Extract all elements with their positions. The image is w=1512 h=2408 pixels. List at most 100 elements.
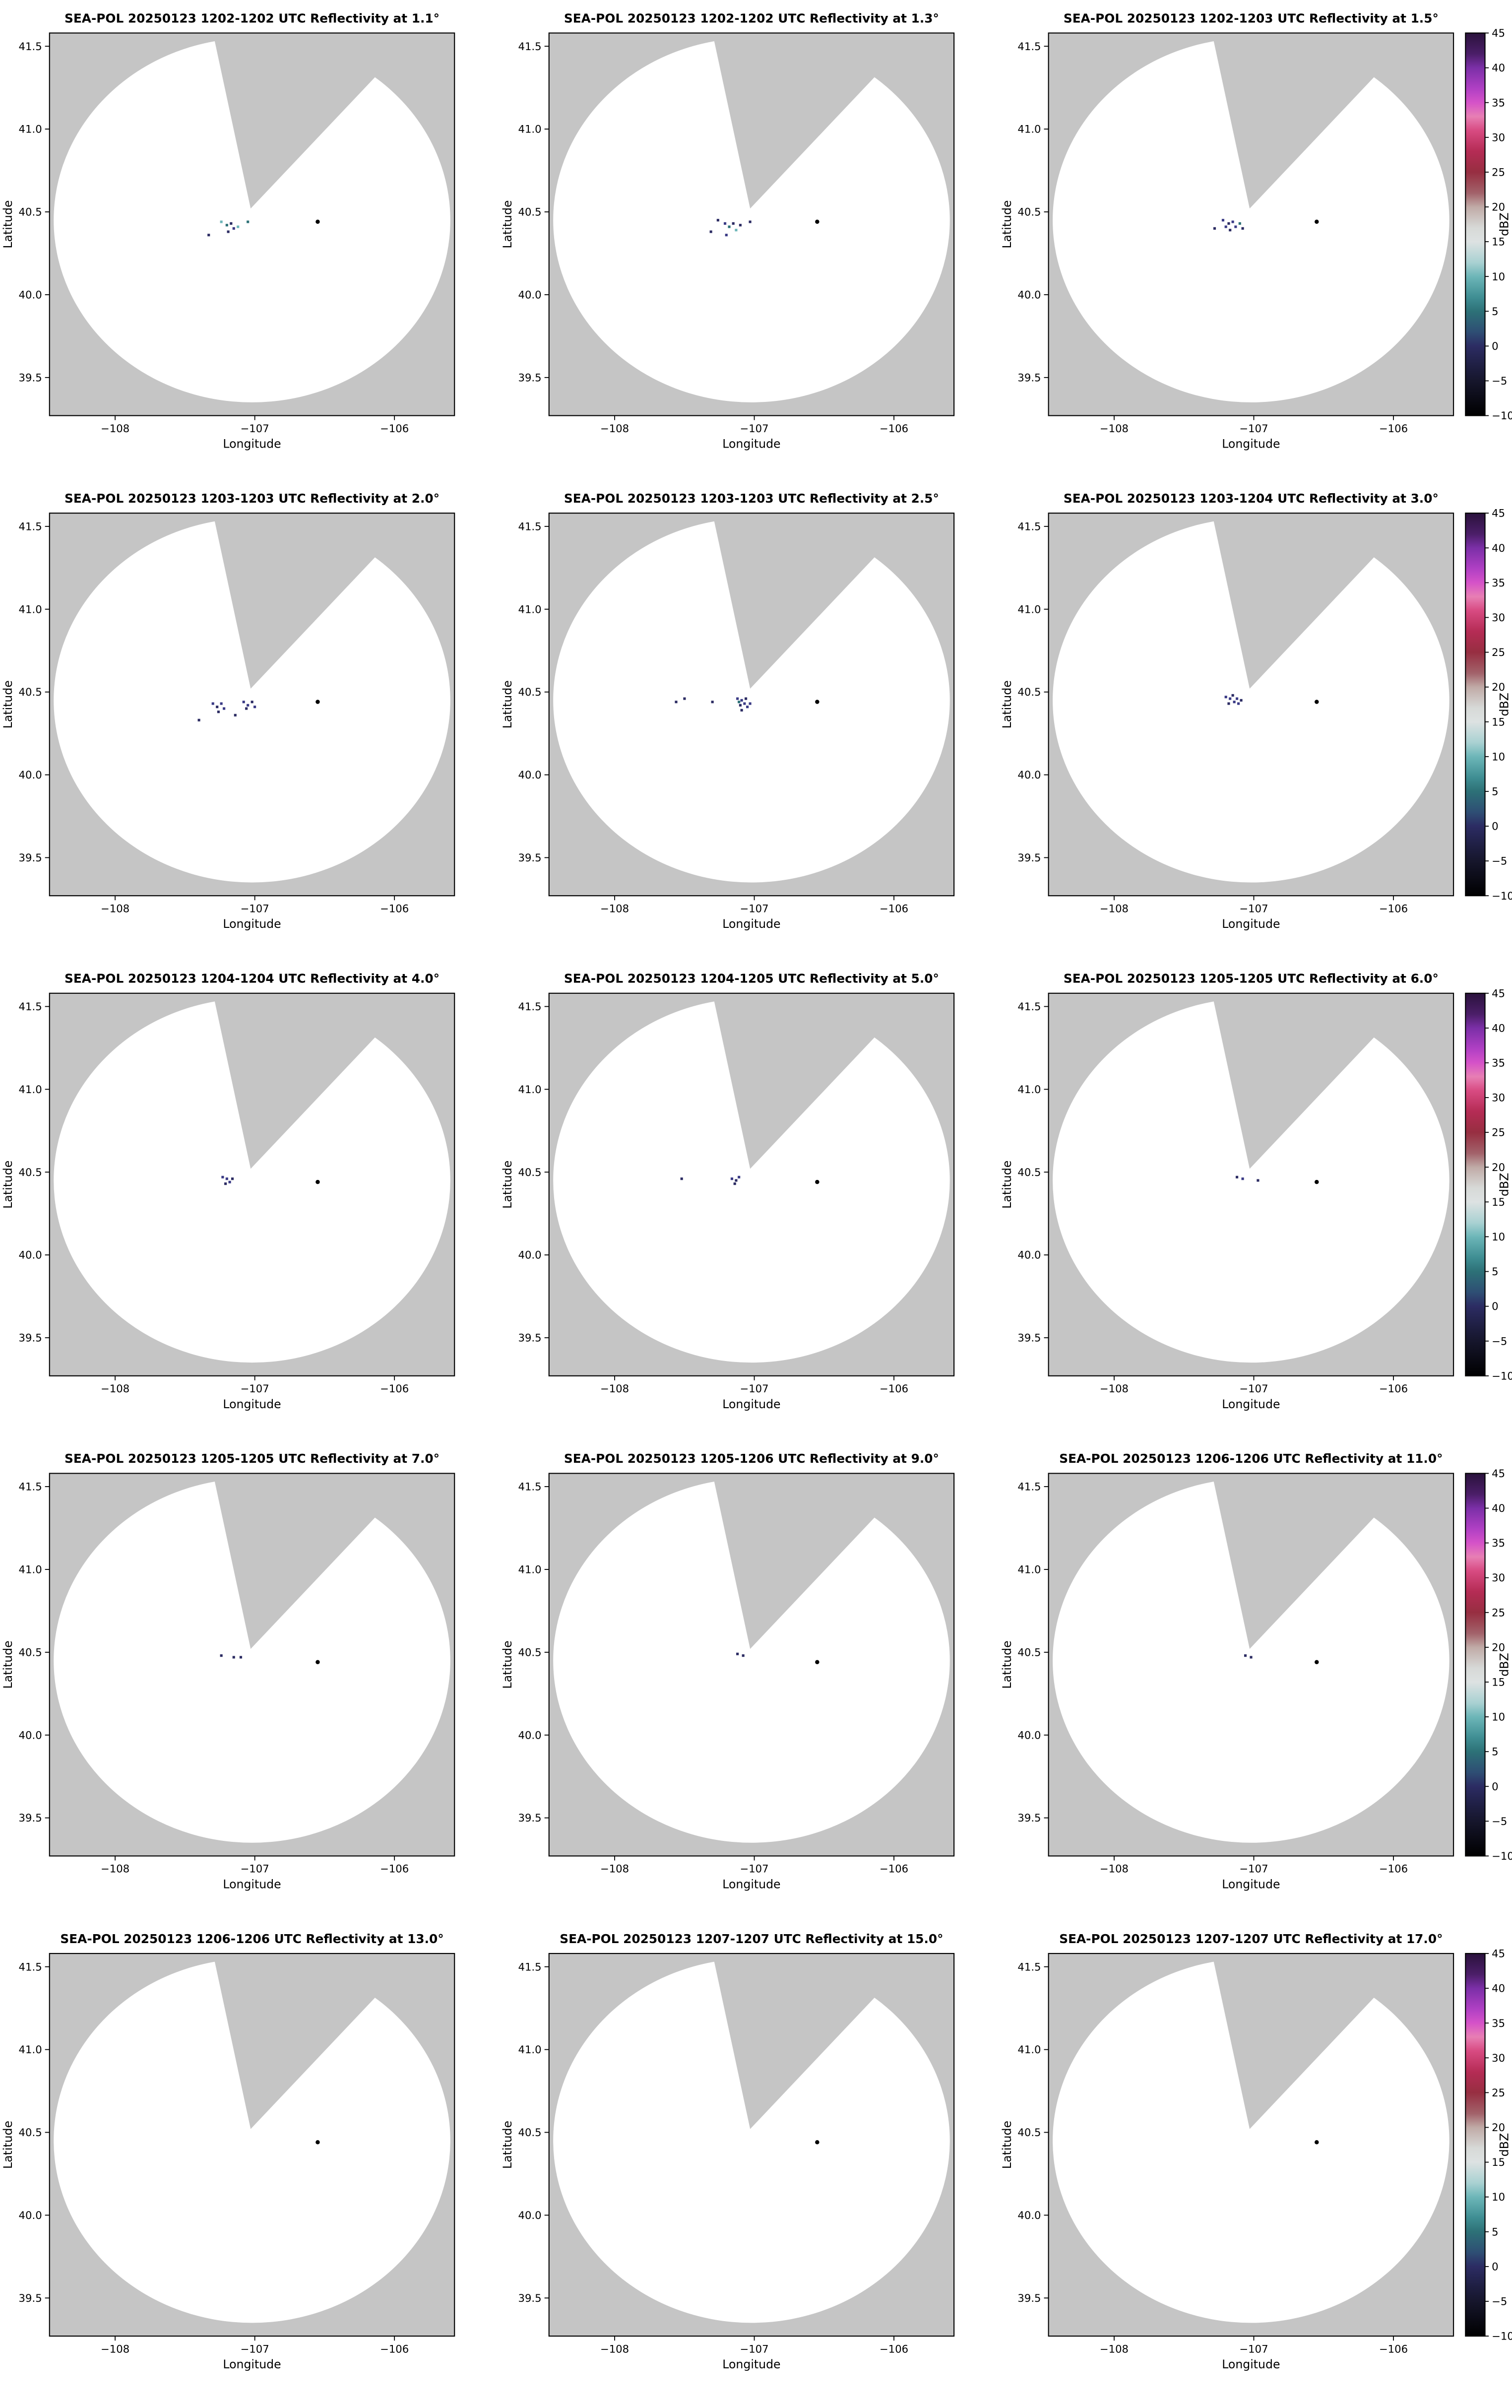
y-tick-label: 40.0 bbox=[518, 769, 541, 781]
x-tick-label: −108 bbox=[1100, 2343, 1129, 2355]
y-tick-label: 40.5 bbox=[518, 1646, 541, 1658]
y-tick-label: 41.0 bbox=[1017, 1083, 1041, 1096]
plot-area bbox=[1048, 1473, 1454, 1856]
plot-border bbox=[49, 32, 455, 416]
x-tick-label: −106 bbox=[880, 1863, 908, 1875]
colorbar-tick-label: 25 bbox=[1492, 1126, 1505, 1139]
radar-panel: SEA-POL 20250123 1205-1206 UTC Reflectiv… bbox=[501, 1451, 955, 1891]
radar-site-marker bbox=[315, 219, 320, 224]
plot-border bbox=[548, 992, 955, 1376]
radar-coverage-circle bbox=[54, 1478, 450, 1843]
colorbar-tick-label: 40 bbox=[1492, 1502, 1505, 1514]
radar-panel: SEA-POL 20250123 1205-1205 UTC Reflectiv… bbox=[1000, 972, 1454, 1411]
y-tick-label: 40.0 bbox=[518, 1729, 541, 1741]
x-tick-label: −106 bbox=[1379, 1863, 1408, 1875]
radar-coverage-circle bbox=[553, 38, 950, 402]
echo-pixel bbox=[733, 1182, 736, 1185]
echo-pixel bbox=[1238, 222, 1241, 225]
x-axis-label: Longitude bbox=[223, 917, 281, 931]
radar-site-marker bbox=[815, 1660, 819, 1665]
x-tick-label: −108 bbox=[600, 1863, 629, 1875]
plot-area bbox=[49, 993, 455, 1376]
y-tick-label: 41.5 bbox=[1017, 1000, 1041, 1013]
echo-pixel bbox=[234, 714, 237, 716]
y-tick-label: 40.0 bbox=[19, 2209, 42, 2221]
y-tick-label: 39.5 bbox=[518, 371, 541, 384]
blocked-sector-wedge bbox=[1212, 993, 1416, 1169]
echo-pixel bbox=[739, 224, 742, 227]
echo-pixel bbox=[740, 709, 743, 712]
colorbar-tick-label: 5 bbox=[1492, 1746, 1498, 1758]
echo-pixel bbox=[232, 1656, 235, 1659]
echo-pixel bbox=[725, 234, 728, 237]
echo-pixel bbox=[1233, 701, 1236, 704]
y-tick-label: 41.0 bbox=[1017, 2043, 1041, 2056]
y-tick-label: 41.5 bbox=[518, 520, 541, 532]
radar-site-marker bbox=[815, 1179, 819, 1184]
x-tick-label: −106 bbox=[880, 2343, 908, 2355]
colorbar-tick-label: −5 bbox=[1492, 1815, 1507, 1827]
colorbar-tick-label: 5 bbox=[1492, 785, 1498, 797]
echo-pixel bbox=[1237, 702, 1240, 705]
y-tick-label: 40.0 bbox=[1017, 769, 1041, 781]
plot-area bbox=[1048, 33, 1454, 416]
y-axis-label: Latitude bbox=[1000, 2121, 1014, 2169]
panel-title: SEA-POL 20250123 1205-1206 UTC Reflectiv… bbox=[564, 1451, 939, 1466]
x-tick-label: −108 bbox=[1100, 1863, 1129, 1875]
colorbar-tick-label: 5 bbox=[1492, 1265, 1498, 1278]
plot-area bbox=[49, 513, 455, 896]
echo-pixel bbox=[675, 701, 678, 704]
y-tick-label: 40.0 bbox=[1017, 2209, 1041, 2221]
blocked-sector-wedge bbox=[1212, 513, 1416, 689]
colorbar-tick-label: 10 bbox=[1492, 270, 1505, 283]
plot-area bbox=[549, 33, 954, 416]
plot-area bbox=[1048, 993, 1454, 1376]
plot-border bbox=[548, 1952, 955, 2337]
echo-pixel bbox=[1231, 220, 1234, 223]
echo-pixel bbox=[1227, 702, 1230, 705]
y-tick-label: 39.5 bbox=[518, 851, 541, 864]
echo-pixel bbox=[1227, 222, 1230, 225]
radar-coverage-circle bbox=[1053, 1478, 1449, 1843]
echo-pixel bbox=[207, 234, 210, 237]
plot-border bbox=[49, 513, 455, 897]
radar-coverage-circle bbox=[1053, 518, 1449, 883]
radar-coverage-circle bbox=[54, 998, 450, 1363]
y-tick-label: 40.0 bbox=[19, 1729, 42, 1741]
x-tick-label: −107 bbox=[1239, 1382, 1268, 1395]
colorbar-tick-label: −10 bbox=[1492, 890, 1512, 902]
panel-title: SEA-POL 20250123 1207-1207 UTC Reflectiv… bbox=[1059, 1932, 1443, 1946]
radar-panel: SEA-POL 20250123 1206-1206 UTC Reflectiv… bbox=[1000, 1451, 1454, 1891]
x-tick-label: −106 bbox=[380, 902, 409, 914]
colorbar-tick-label: 0 bbox=[1492, 820, 1498, 833]
echo-pixel bbox=[224, 1182, 227, 1185]
echo-pixel bbox=[716, 219, 719, 222]
y-tick-label: 41.0 bbox=[19, 123, 42, 135]
x-axis-label: Longitude bbox=[722, 437, 780, 451]
y-tick-label: 40.0 bbox=[1017, 1249, 1041, 1261]
y-tick-label: 40.5 bbox=[1017, 686, 1041, 698]
colorbar-tick-label: 30 bbox=[1492, 131, 1505, 143]
panel-title: SEA-POL 20250123 1203-1203 UTC Reflectiv… bbox=[64, 491, 440, 506]
y-tick-label: 40.5 bbox=[518, 1166, 541, 1178]
echo-pixel bbox=[225, 1177, 228, 1180]
radar-panel: SEA-POL 20250123 1203-1203 UTC Reflectiv… bbox=[501, 491, 955, 931]
radar-panel: SEA-POL 20250123 1206-1206 UTC Reflectiv… bbox=[1, 1932, 455, 2371]
colorbar-tick-label: 10 bbox=[1492, 2191, 1505, 2203]
y-tick-label: 39.5 bbox=[19, 851, 42, 864]
echo-pixel bbox=[221, 1175, 224, 1178]
echo-pixel bbox=[743, 702, 746, 705]
blocked-sector-wedge bbox=[712, 513, 917, 689]
x-tick-label: −106 bbox=[1379, 422, 1408, 435]
colorbar-tick-label: −10 bbox=[1492, 1369, 1512, 1382]
colorbar-tick-label: 15 bbox=[1492, 2156, 1505, 2168]
y-tick-label: 40.0 bbox=[518, 1249, 541, 1261]
plot-border bbox=[1048, 1473, 1454, 1857]
colorbar-tick-label: 0 bbox=[1492, 1780, 1498, 1793]
plot-area bbox=[1048, 1953, 1454, 2337]
colorbar-tick-label: 45 bbox=[1492, 507, 1505, 520]
colorbar-tick-label: 45 bbox=[1492, 27, 1505, 39]
x-tick-label: −106 bbox=[880, 902, 908, 914]
